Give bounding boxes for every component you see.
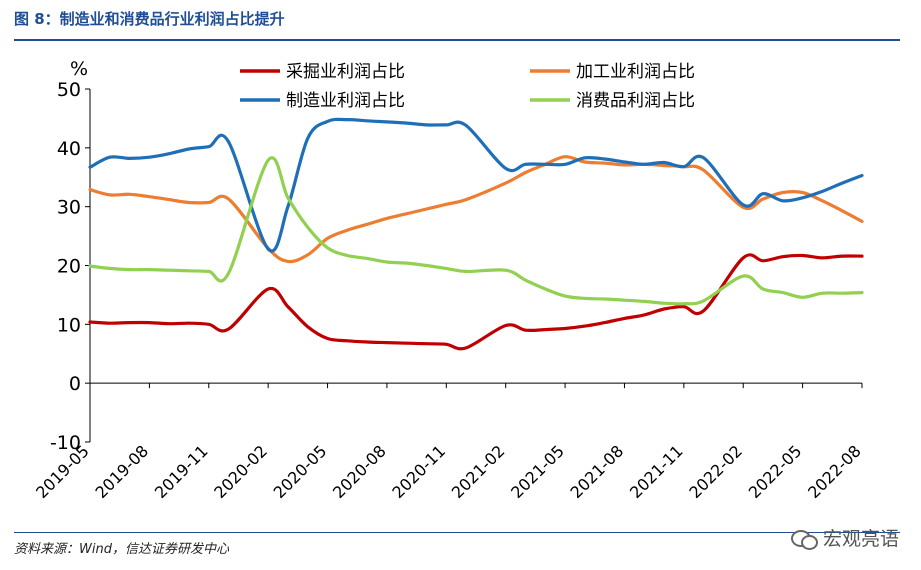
y-tick-label: 10 (57, 314, 81, 336)
y-tick-label: 20 (57, 256, 81, 278)
y-tick-label: -10 (50, 432, 81, 454)
x-tick-label: 2020-08 (329, 441, 390, 502)
series-lines (88, 117, 864, 351)
title-divider (14, 39, 900, 41)
series-line-2 (88, 155, 864, 264)
source-divider (14, 532, 900, 533)
y-tick-label: 0 (69, 373, 81, 395)
x-tick-label: 2020-05 (270, 441, 331, 502)
watermark-text: 宏观亮语 (822, 528, 899, 550)
x-tick-label: 2021-02 (448, 441, 509, 502)
x-tick-label: 2021-08 (567, 441, 628, 502)
x-tick-label: 2020-02 (210, 441, 271, 502)
x-tick-label: 2022-02 (685, 441, 746, 502)
x-tick-label: 2021-11 (626, 441, 687, 502)
legend-label: 消费品利润占比 (576, 91, 695, 111)
wechat-icon (790, 528, 818, 550)
legend-label: 采掘业利润占比 (286, 62, 405, 82)
x-tick-label: 2020-11 (388, 441, 449, 502)
x-tick-label: 2019-08 (92, 441, 153, 502)
x-tick-label: 2022-05 (745, 441, 806, 502)
series-line-3 (88, 117, 864, 253)
y-tick-label: 40 (57, 138, 81, 160)
watermark: 宏观亮语 (790, 524, 899, 551)
y-tick-label: 50 (57, 79, 81, 101)
source-note: 资料来源：Wind，信达证券研发中心 (14, 542, 229, 557)
legend-label: 制造业利润占比 (286, 91, 405, 111)
line-chart: -1001020304050%2019-052019-082019-112020… (32, 58, 865, 502)
x-tick-label: 2021-05 (507, 441, 568, 502)
figure-title: 图 8：制造业和消费品行业利润占比提升 (14, 10, 285, 28)
x-tick-label: 2019-11 (151, 441, 212, 502)
y-tick-label: 30 (57, 197, 81, 219)
series-line-1 (88, 253, 864, 351)
series-line-4 (88, 156, 864, 306)
y-axis-unit: % (70, 58, 88, 80)
x-tick-label: 2022-08 (804, 441, 865, 502)
legend-label: 加工业利润占比 (576, 62, 695, 82)
